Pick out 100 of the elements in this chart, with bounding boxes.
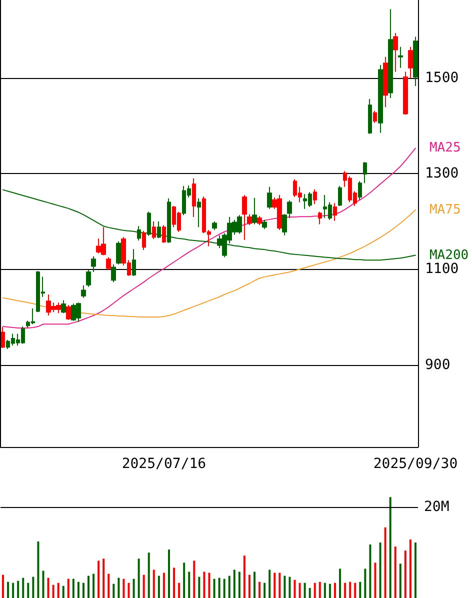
y-tick-label: 1500 (425, 70, 459, 86)
bar (138, 558, 140, 598)
bar (2, 574, 4, 598)
candlestick (157, 220, 161, 239)
bar (258, 582, 261, 598)
candlestick (197, 198, 201, 228)
bar (12, 582, 14, 598)
bar (349, 582, 352, 598)
bar (37, 541, 40, 598)
bar (324, 582, 326, 598)
bar (264, 582, 266, 598)
bar (57, 582, 60, 598)
candlestick (388, 8, 393, 99)
candlestick (257, 216, 262, 226)
bar (394, 546, 396, 598)
bar (364, 568, 366, 598)
candlestick (403, 71, 408, 116)
bar (274, 572, 276, 598)
bar (208, 572, 210, 598)
candlestick (137, 226, 141, 241)
candlestick (368, 98, 372, 134)
candlestick (252, 197, 257, 225)
candlestick (393, 32, 398, 72)
candlestick (212, 220, 217, 230)
candlestick (142, 230, 146, 251)
bar (67, 578, 70, 598)
candlestick (333, 202, 337, 222)
candlestick (282, 214, 287, 236)
bar (294, 580, 296, 598)
bar (384, 527, 386, 598)
candlestick (86, 270, 91, 288)
candlestick (162, 224, 166, 244)
bar (118, 578, 120, 598)
ref-line-label: 20M (424, 499, 450, 516)
bar (409, 539, 412, 598)
candlestick (373, 110, 377, 124)
candlestick (383, 56, 388, 108)
candlestick (192, 178, 196, 218)
bar (308, 588, 311, 598)
candlestick (398, 46, 403, 68)
bar (32, 576, 34, 598)
candlestick (247, 214, 252, 226)
y-tick-label: 1300 (425, 166, 459, 182)
bar (374, 562, 376, 598)
candlestick (167, 198, 171, 244)
bar (27, 582, 30, 598)
series-label: MA25 (429, 140, 461, 156)
bar (314, 582, 316, 598)
candlestick (318, 211, 322, 225)
bar (389, 497, 392, 598)
bar (88, 576, 90, 598)
candlestick (242, 194, 247, 240)
candlestick (1, 326, 5, 349)
bar (344, 582, 346, 598)
candlestick (313, 188, 317, 205)
candlestick (66, 304, 71, 320)
bar (268, 570, 271, 598)
bar (298, 582, 301, 598)
line-series (2, 209, 416, 318)
bar (288, 576, 291, 598)
bar (334, 582, 336, 598)
bar (339, 568, 342, 598)
bar (52, 584, 54, 598)
candlestick (111, 264, 116, 283)
bar (183, 562, 186, 598)
candlestick (338, 185, 342, 207)
candlestick (106, 256, 111, 271)
bar (399, 564, 402, 598)
bar (72, 578, 74, 598)
bar (42, 570, 44, 598)
candlestick (287, 200, 292, 218)
bar (77, 582, 80, 598)
bar (47, 578, 50, 598)
bar (404, 550, 406, 598)
bar (233, 570, 236, 598)
bar (284, 576, 286, 598)
bar (318, 582, 321, 598)
candlestick (116, 240, 121, 265)
bar (359, 582, 362, 598)
bar (148, 552, 150, 598)
bar (188, 572, 190, 598)
bar (128, 582, 130, 598)
bar (328, 584, 331, 598)
bar (369, 544, 372, 598)
candlestick (91, 256, 96, 273)
candlestick (413, 36, 418, 87)
bar (198, 576, 200, 598)
line-series (2, 189, 416, 261)
x-tick-label: 2025/09/30 (373, 456, 458, 472)
bar (158, 576, 160, 598)
candlestick (61, 300, 66, 314)
bar (223, 578, 226, 598)
candlestick (408, 46, 413, 78)
bar (102, 558, 105, 598)
bar (304, 582, 306, 598)
candlestick (152, 220, 156, 240)
bar (193, 560, 196, 598)
candlestick (267, 186, 272, 210)
bar (82, 582, 84, 598)
candlestick (147, 211, 151, 236)
